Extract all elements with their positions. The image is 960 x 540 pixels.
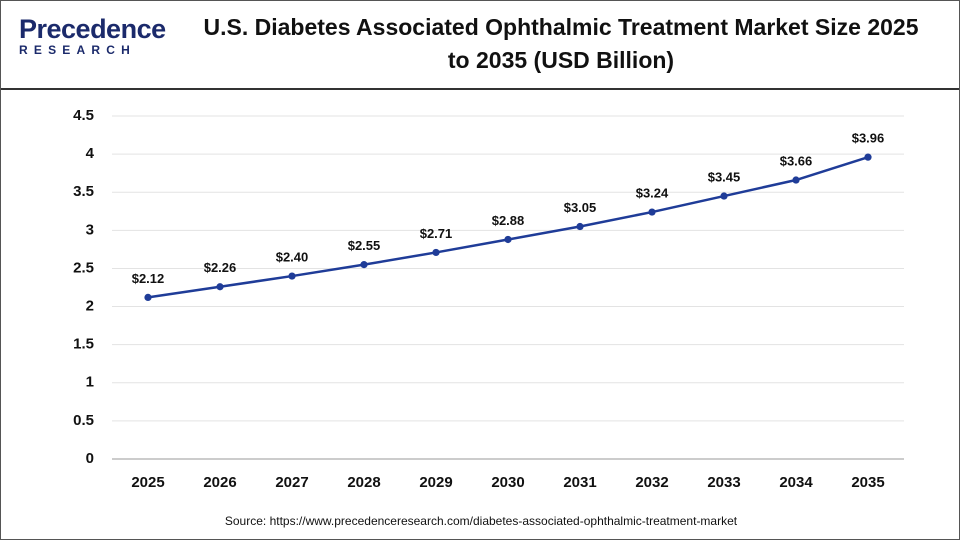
x-tick-label: 2033: [707, 474, 740, 491]
data-label: $2.12: [132, 271, 165, 286]
y-tick-label: 2.5: [73, 259, 94, 276]
data-label: $2.40: [276, 250, 309, 265]
data-point: [216, 283, 224, 291]
data-label: $3.05: [564, 200, 597, 215]
data-label: $3.45: [708, 169, 741, 184]
x-tick-label: 2035: [851, 474, 884, 491]
data-label: $2.55: [348, 238, 381, 253]
y-tick-label: 0: [86, 450, 94, 467]
data-point: [720, 192, 728, 200]
y-tick-label: 1.5: [73, 336, 94, 353]
data-point: [288, 272, 296, 280]
header-rule: [1, 88, 959, 90]
y-tick-label: 0.5: [73, 412, 94, 429]
x-tick-label: 2032: [635, 474, 668, 491]
source: Source: https://www.precedenceresearch.c…: [225, 514, 738, 528]
y-tick-label: 3: [86, 221, 94, 238]
x-tick-label: 2028: [347, 474, 380, 491]
y-tick-label: 2: [86, 298, 94, 315]
x-tick-label: 2031: [563, 474, 596, 491]
data-point: [576, 222, 584, 231]
data-point: [504, 235, 512, 244]
data-point: [792, 176, 800, 184]
data-label: $3.96: [852, 131, 885, 146]
logo-tagline: RESEARCH: [19, 43, 136, 57]
x-tick-label: 2026: [203, 474, 236, 491]
x-tick-label: 2029: [419, 474, 452, 491]
data-point: [432, 248, 440, 257]
data-label: $2.71: [420, 226, 453, 241]
y-tick-label: 3.5: [73, 183, 94, 200]
chart-title: U.S. Diabetes Associated Ophthalmic Trea…: [203, 14, 919, 73]
data-label: $3.66: [780, 153, 813, 168]
x-tick-label: 2034: [779, 474, 813, 491]
data-label: $3.24: [636, 185, 669, 200]
y-tick-label: 1: [86, 374, 94, 391]
data-point: [648, 208, 656, 216]
x-tick-label: 2025: [131, 474, 164, 491]
logo: Precedence RESEARCH: [19, 15, 169, 57]
data-label: $2.88: [492, 213, 525, 228]
data-label: $2.26: [204, 260, 237, 275]
data-point: [864, 153, 872, 161]
y-tick-label: 4.5: [73, 107, 94, 124]
x-tick-label: 2030: [491, 474, 524, 491]
logo-name: Precedence: [19, 14, 166, 44]
y-tick-label: 4: [86, 145, 95, 162]
data-point: [360, 261, 368, 269]
x-tick-label: 2027: [275, 474, 308, 491]
data-point: [144, 293, 152, 302]
